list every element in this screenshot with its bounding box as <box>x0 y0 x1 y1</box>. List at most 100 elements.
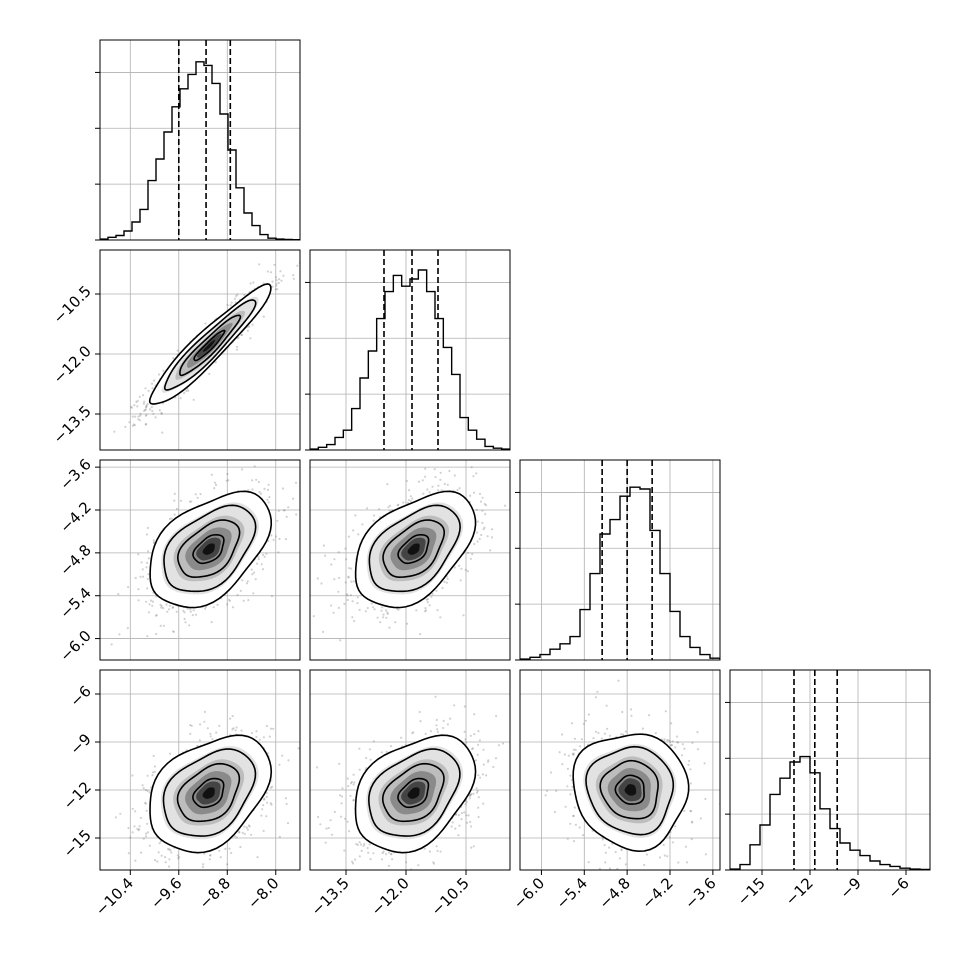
scatter-point <box>439 478 442 481</box>
scatter-point <box>267 501 270 504</box>
scatter-point <box>352 580 355 583</box>
scatter-point <box>445 581 448 584</box>
scatter-point <box>166 610 169 613</box>
scatter-point <box>236 593 239 597</box>
scatter-point <box>152 754 155 758</box>
scatter-point <box>256 562 259 565</box>
scatter-point <box>476 520 479 523</box>
scatter-point <box>219 856 222 859</box>
panel-content <box>100 670 300 870</box>
scatter-point <box>278 763 281 766</box>
panel-content <box>100 460 300 660</box>
panel-frame <box>729 669 931 871</box>
scatter-point <box>337 551 340 554</box>
scatter-point <box>263 487 266 490</box>
scatter-point <box>272 538 275 541</box>
scatter-panel <box>309 669 511 871</box>
scatter-point <box>386 611 389 614</box>
scatter-point <box>153 765 156 768</box>
scatter-point <box>464 803 467 806</box>
scatter-point <box>426 488 429 491</box>
scatter-point <box>145 533 149 536</box>
scatter-point <box>165 603 168 606</box>
scatter-point <box>161 431 164 434</box>
scatter-point <box>477 743 480 746</box>
scatter-point <box>330 604 333 607</box>
scatter-point <box>253 465 256 468</box>
scatter-point <box>190 724 193 727</box>
scatter-point <box>145 406 148 409</box>
scatter-point <box>472 845 475 848</box>
scatter-point <box>343 849 346 852</box>
scatter-point <box>241 579 244 582</box>
scatter-point <box>160 604 163 608</box>
scatter-point <box>424 467 427 470</box>
scatter-point <box>266 270 269 273</box>
scatter-point <box>146 789 149 793</box>
scatter-point <box>235 294 238 298</box>
scatter-point <box>426 598 429 601</box>
scatter-point <box>258 263 261 266</box>
scatter-point <box>347 575 350 578</box>
scatter-point <box>381 606 384 609</box>
scatter-point <box>226 863 229 866</box>
scatter-point <box>435 718 438 722</box>
scatter-point <box>322 630 325 634</box>
scatter-point <box>240 729 243 732</box>
contour-line <box>176 762 241 823</box>
hist-panel <box>515 459 721 661</box>
scatter-point <box>151 387 154 390</box>
scatter-point <box>147 611 151 614</box>
scatter-point <box>372 852 375 855</box>
scatter-point <box>231 728 234 731</box>
scatter-point <box>146 635 149 638</box>
scatter-point <box>386 483 389 486</box>
scatter-point <box>261 568 265 571</box>
scatter-point <box>241 831 244 834</box>
scatter-point <box>397 503 400 506</box>
scatter-point <box>287 759 290 762</box>
scatter-point <box>453 457 455 459</box>
scatter-point <box>210 473 213 476</box>
scatter-point <box>370 602 373 605</box>
scatter-point <box>144 423 147 426</box>
scatter-point <box>247 824 251 827</box>
scatter-point <box>139 412 142 415</box>
scatter-point <box>245 582 249 585</box>
scatter-point <box>138 828 141 831</box>
scatter-point <box>261 808 264 811</box>
scatter-point <box>152 379 156 382</box>
scatter-point <box>388 504 392 507</box>
scatter-point <box>361 523 364 526</box>
scatter-point <box>209 854 212 857</box>
scatter-point <box>170 517 173 520</box>
scatter-point <box>159 624 162 628</box>
scatter-point <box>145 404 148 407</box>
scatter-point <box>117 593 120 596</box>
scatter-point <box>153 770 156 773</box>
scatter-point <box>141 568 144 571</box>
scatter-point <box>409 500 412 503</box>
scatter-point <box>151 409 154 413</box>
scatter-point <box>230 301 233 304</box>
scatter-point <box>251 323 254 326</box>
scatter-point <box>481 521 484 525</box>
scatter-point <box>230 851 233 855</box>
scatter-point <box>233 835 236 838</box>
scatter-point <box>436 730 439 734</box>
scatter-point <box>468 453 470 455</box>
scatter-point <box>325 827 328 830</box>
scatter-point <box>339 639 342 642</box>
scatter-point <box>142 787 145 790</box>
scatter-point <box>233 297 236 300</box>
scatter-point <box>188 624 191 627</box>
scatter-point <box>262 553 265 557</box>
scatter-point <box>489 549 492 552</box>
scatter-point <box>269 786 272 789</box>
scatter-point <box>275 284 278 287</box>
scatter-point <box>204 607 207 610</box>
scatter-point <box>154 416 157 419</box>
panel-content <box>310 453 510 660</box>
scatter-point <box>212 606 215 609</box>
scatter-point <box>231 606 235 609</box>
